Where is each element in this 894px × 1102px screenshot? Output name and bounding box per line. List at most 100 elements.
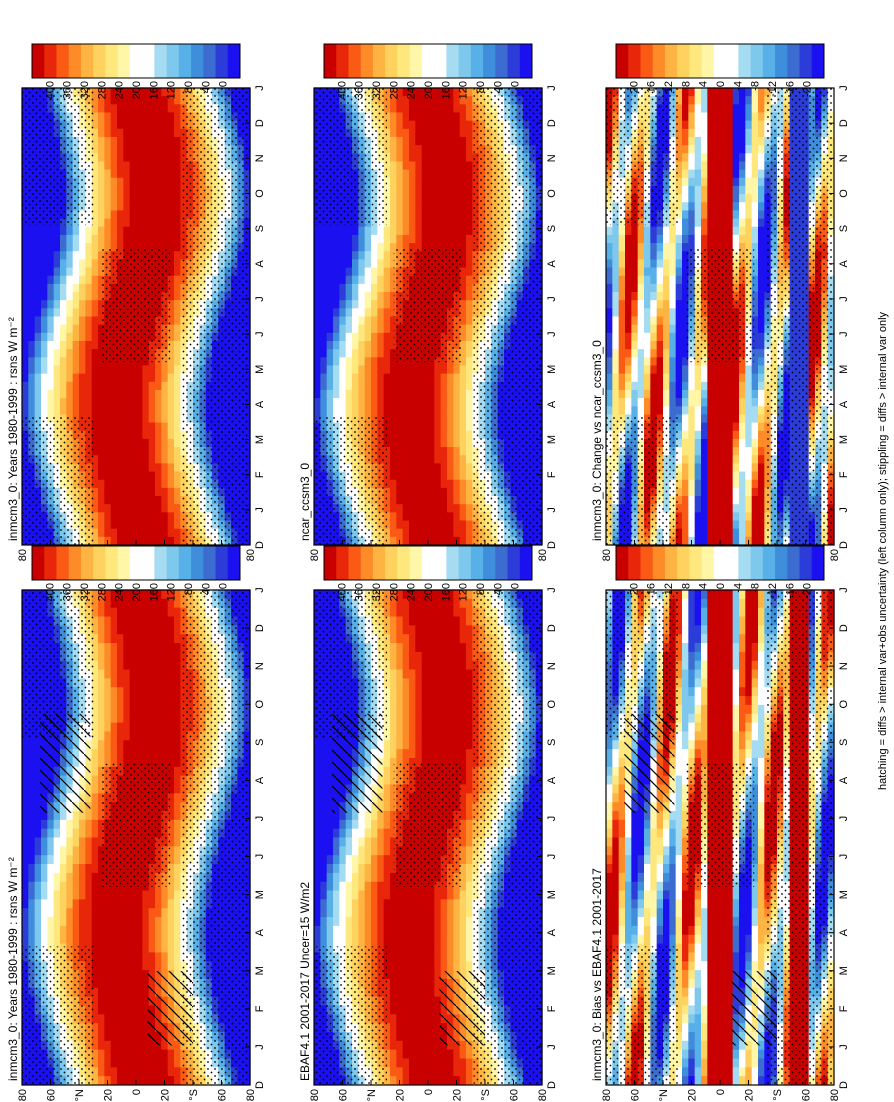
heatmap-cell bbox=[440, 193, 448, 203]
heatmap-cell bbox=[396, 103, 404, 113]
heatmap-cell bbox=[91, 381, 99, 390]
heatmap-cell bbox=[174, 413, 181, 423]
heatmap-cell bbox=[466, 356, 473, 366]
heatmap-cell bbox=[148, 462, 156, 472]
heatmap-cell bbox=[98, 446, 105, 456]
heatmap-cell bbox=[713, 381, 721, 390]
heatmap-cell bbox=[415, 111, 423, 121]
heatmap-cell bbox=[98, 217, 105, 227]
heatmap-cell bbox=[701, 487, 708, 497]
heatmap-cell bbox=[466, 299, 473, 309]
heatmap-cell bbox=[459, 479, 467, 488]
x-tick-label: M bbox=[546, 435, 558, 444]
heatmap-cell bbox=[117, 487, 124, 497]
heatmap-cell bbox=[167, 128, 175, 137]
colorbar-swatch bbox=[44, 44, 57, 78]
heatmap-cell bbox=[739, 413, 746, 423]
heatmap-cell bbox=[53, 234, 61, 244]
heatmap-cell bbox=[701, 446, 708, 456]
heatmap-cell bbox=[34, 275, 42, 284]
heatmap-cell bbox=[758, 528, 765, 537]
heatmap-cell bbox=[459, 536, 467, 545]
heatmap-cell bbox=[174, 169, 181, 178]
heatmap-cell bbox=[129, 103, 137, 113]
heatmap-cell bbox=[79, 373, 86, 382]
heatmap-cell bbox=[85, 364, 93, 374]
heatmap-cell bbox=[675, 364, 683, 374]
heatmap-cell bbox=[155, 111, 162, 121]
heatmap-cell bbox=[421, 421, 429, 431]
colorbar-label: 0 bbox=[510, 81, 522, 87]
heatmap-cell bbox=[148, 169, 156, 178]
heatmap-cell bbox=[117, 185, 124, 195]
heatmap-cell bbox=[85, 291, 93, 301]
heatmap-cell bbox=[694, 511, 702, 521]
heatmap-cell bbox=[732, 446, 740, 456]
heatmap-cell bbox=[390, 120, 397, 129]
heatmap-cell bbox=[136, 413, 143, 423]
heatmap-cell bbox=[409, 462, 416, 472]
heatmap-cell bbox=[415, 421, 423, 431]
heatmap-cell bbox=[117, 519, 124, 529]
heatmap-cell bbox=[79, 389, 86, 399]
heatmap-cell bbox=[396, 120, 404, 129]
heatmap-cell bbox=[142, 413, 150, 423]
heatmap-cell bbox=[421, 397, 429, 407]
heatmap-cell bbox=[745, 430, 753, 439]
heatmap-cell bbox=[739, 405, 746, 415]
heatmap-cell bbox=[402, 454, 410, 464]
heatmap-cell bbox=[174, 185, 181, 195]
heatmap-cell bbox=[28, 242, 36, 252]
heatmap-cell bbox=[402, 103, 410, 113]
heatmap-cell bbox=[110, 103, 118, 113]
heatmap-cell bbox=[644, 373, 651, 382]
heatmap-cell bbox=[453, 438, 461, 448]
heatmap-cell bbox=[91, 266, 99, 276]
heatmap-cell bbox=[34, 299, 42, 309]
heatmap-cell bbox=[41, 373, 48, 382]
heatmap-cell bbox=[98, 381, 105, 390]
heatmap-cell bbox=[421, 103, 429, 113]
heatmap-cell bbox=[415, 397, 423, 407]
heatmap-cell bbox=[453, 111, 461, 121]
heatmap-cell bbox=[142, 193, 150, 203]
heatmap-cell bbox=[409, 381, 416, 390]
heatmap-cell bbox=[402, 381, 410, 390]
heatmap-cell bbox=[320, 266, 328, 276]
heatmap-cell bbox=[28, 356, 36, 366]
heatmap-cell bbox=[453, 136, 461, 146]
heatmap-cell bbox=[428, 389, 435, 399]
heatmap-cell bbox=[174, 511, 181, 521]
heatmap-cell bbox=[167, 430, 175, 439]
heatmap-cell bbox=[720, 389, 727, 399]
heatmap-cell bbox=[694, 389, 702, 399]
heatmap-cell bbox=[390, 381, 397, 390]
heatmap-cell bbox=[155, 364, 162, 374]
heatmap-cell bbox=[390, 413, 397, 423]
heatmap-cell bbox=[161, 389, 169, 399]
heatmap-cell bbox=[694, 421, 702, 431]
heatmap-cell bbox=[174, 209, 181, 219]
heatmap-cell bbox=[466, 217, 473, 227]
heatmap-cell bbox=[123, 120, 131, 129]
heatmap-cell bbox=[396, 226, 404, 235]
heatmap-cell bbox=[428, 519, 435, 529]
heatmap-cell bbox=[136, 430, 143, 439]
heatmap-cell bbox=[53, 340, 61, 350]
heatmap-cell bbox=[390, 136, 397, 146]
heatmap-cell bbox=[631, 356, 639, 366]
heatmap-cell bbox=[701, 373, 708, 382]
heatmap-cell bbox=[110, 201, 118, 211]
heatmap-cell bbox=[91, 307, 99, 317]
heatmap-cell bbox=[371, 364, 378, 374]
heatmap-cell bbox=[720, 511, 727, 521]
colorbar-swatch bbox=[68, 44, 82, 78]
heatmap-cell bbox=[34, 364, 42, 374]
heatmap-cell bbox=[434, 397, 442, 407]
heatmap-cell bbox=[72, 332, 80, 341]
heatmap-cell bbox=[91, 405, 99, 415]
heatmap-cell bbox=[98, 111, 105, 121]
heatmap-cell bbox=[148, 201, 156, 211]
heatmap-cell bbox=[167, 519, 175, 529]
heatmap-cell bbox=[377, 364, 385, 374]
